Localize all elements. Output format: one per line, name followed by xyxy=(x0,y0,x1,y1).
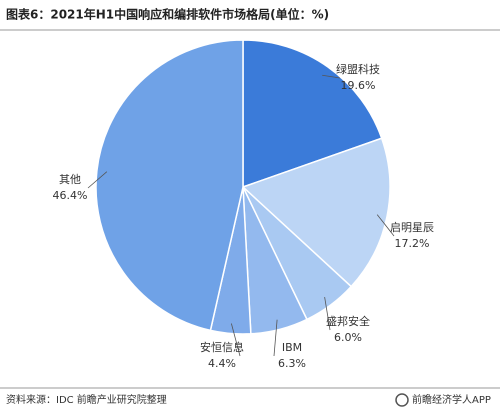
slice-label: 安恒信息 xyxy=(200,340,244,354)
chart-title: 图表6：2021年H1中国响应和编排软件市场格局(单位：%) xyxy=(6,7,329,22)
leader-line xyxy=(376,214,395,237)
leader-line xyxy=(87,171,108,189)
slice-label: 绿盟科技 xyxy=(336,62,380,76)
pie-slice xyxy=(241,137,391,288)
slice-value: 6.0% xyxy=(334,331,362,344)
pie-slice xyxy=(95,39,244,332)
slice-value: 17.2% xyxy=(395,237,430,250)
pie xyxy=(87,39,395,357)
slice-value: 46.4% xyxy=(53,189,88,202)
slice-value: 4.4% xyxy=(208,357,236,370)
slice-label: IBM xyxy=(282,341,302,354)
slice-label: 盛邦安全 xyxy=(326,314,370,328)
brand-logo xyxy=(395,393,409,407)
leader-line xyxy=(273,319,278,357)
leader-line xyxy=(324,296,331,331)
slice-label: 启明星辰 xyxy=(390,221,434,234)
brand: 前瞻经济学人APP xyxy=(412,393,491,406)
source: 资料来源：IDC 前瞻产业研究院整理 xyxy=(6,393,167,406)
slice-value: 19.6% xyxy=(341,79,376,92)
slice-value: 6.3% xyxy=(278,357,306,370)
slice-label: 其他 xyxy=(59,173,81,186)
leader-line xyxy=(230,323,241,357)
leader-line xyxy=(322,74,341,79)
